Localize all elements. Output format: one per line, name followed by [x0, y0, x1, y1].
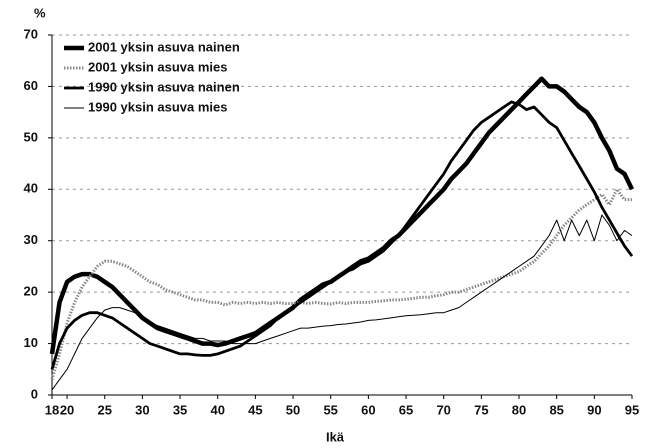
- x-tick-label: 90: [587, 402, 601, 417]
- x-tick-label: 20: [60, 402, 74, 417]
- y-tick-label: 0: [31, 386, 38, 401]
- legend-label: 1990 yksin asuva mies: [88, 99, 228, 114]
- x-tick-label: 55: [323, 402, 337, 417]
- x-tick-label: 40: [210, 402, 224, 417]
- x-tick-label: 45: [248, 402, 262, 417]
- y-tick-label: 40: [24, 181, 38, 196]
- legend-label: 2001 yksin asuva nainen: [88, 39, 240, 54]
- x-tick-label: 30: [135, 402, 149, 417]
- series-line: [50, 187, 632, 381]
- x-tick-label: 50: [286, 402, 300, 417]
- x-tick-label: 65: [399, 402, 413, 417]
- legend-label: 2001 yksin asuva mies: [88, 59, 228, 74]
- legend-label: 1990 yksin asuva nainen: [88, 79, 240, 94]
- y-tick-label: 50: [24, 129, 38, 144]
- x-tick-label: 18: [45, 402, 59, 417]
- y-tick-label: 30: [24, 232, 38, 247]
- series-line: [50, 100, 634, 370]
- x-tick-label: 95: [625, 402, 639, 417]
- x-tick-label: 25: [97, 402, 111, 417]
- x-tick-label: 80: [512, 402, 526, 417]
- series-line: [51, 214, 633, 391]
- x-tick-label: 60: [361, 402, 375, 417]
- y-tick-label: 60: [24, 78, 38, 93]
- y-tick-label: 70: [24, 26, 38, 41]
- x-tick-label: 35: [173, 402, 187, 417]
- x-tick-label: 75: [474, 402, 488, 417]
- x-tick-label: 85: [549, 402, 563, 417]
- x-tick-label: 70: [436, 402, 450, 417]
- x-axis-label: Ikä: [326, 429, 345, 444]
- y-tick-label: 20: [24, 284, 38, 299]
- y-tick-label: 10: [24, 335, 38, 350]
- y-axis-label: %: [34, 5, 46, 20]
